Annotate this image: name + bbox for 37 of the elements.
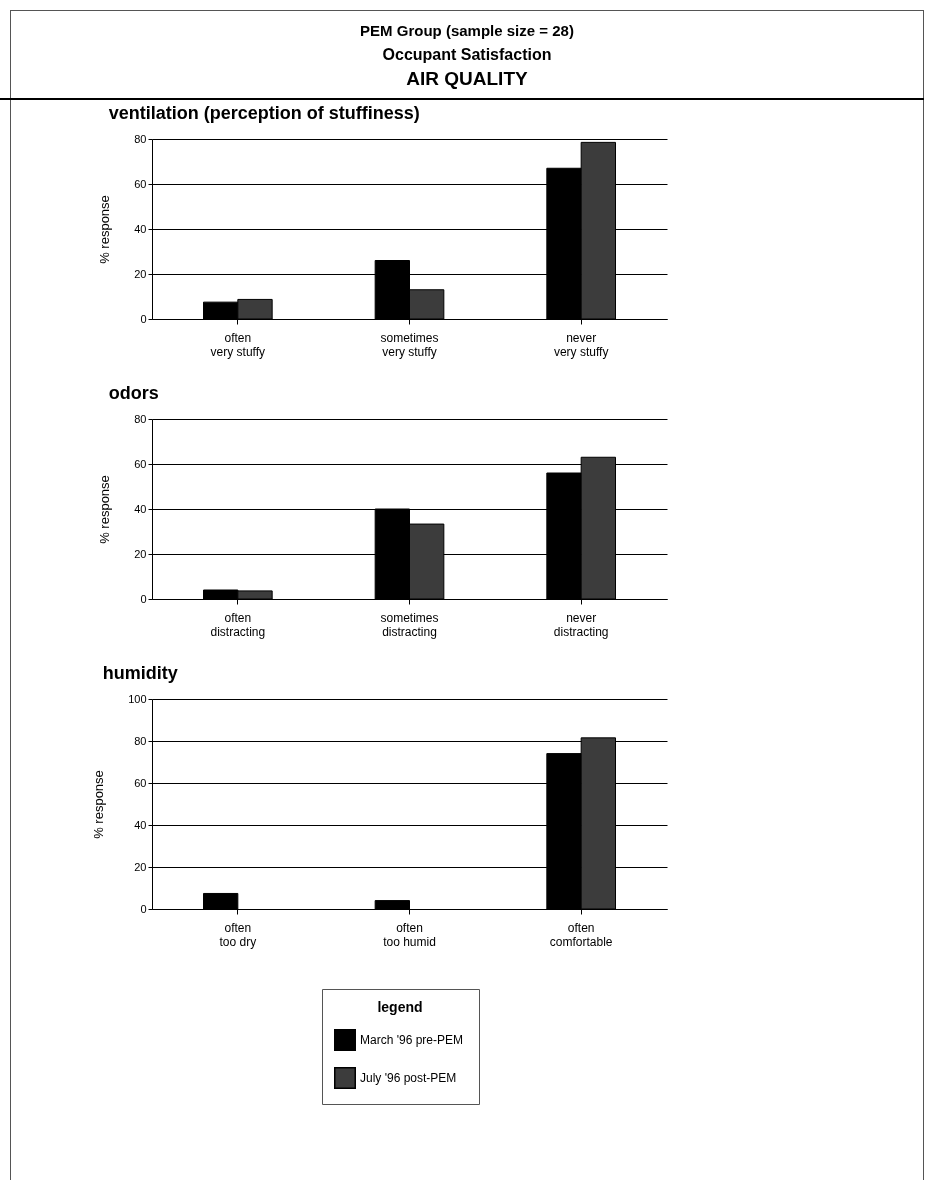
legend-title: legend [377,999,423,1015]
x-tick-label: often too humid [383,920,436,949]
y-tick-label: 80 [134,132,147,145]
y-tick-label: 20 [134,547,147,560]
x-tick-label: never distracting [553,610,609,639]
y-tick-label: 20 [134,267,147,280]
x-tick-label: never very stuffy [553,330,609,359]
chart-title: humidity [102,663,178,683]
x-tick-label: often too dry [219,920,257,949]
y-tick-label: 40 [134,818,147,831]
x-tick-label: often very stuffy [210,330,266,359]
y-axis-title: % response [91,770,107,839]
chart-title: ventilation (perception of stuffiness) [108,103,420,123]
y-tick-label: 60 [134,177,147,190]
y-tick-label: 100 [128,692,147,705]
y-tick-label: 20 [134,860,147,873]
y-tick-label: 40 [134,222,147,235]
legend-label: March '96 pre-PEM [360,1033,463,1047]
x-tick-label: often distracting [210,610,266,639]
text: AIR QUALITY [405,67,529,91]
x-tick-label: often comfortable [549,920,613,949]
y-tick-label: 60 [134,457,147,470]
text: PEM Group (sample size = 28) [359,21,575,41]
y-tick-label: 60 [134,776,147,789]
y-tick-label: 0 [140,902,147,915]
y-axis-title: % response [97,195,113,264]
y-tick-label: 80 [134,734,147,747]
y-tick-label: 0 [140,312,147,325]
text: Occupant Satisfaction [381,45,553,65]
x-tick-label: sometimes very stuffy [380,330,439,359]
y-tick-label: 0 [140,592,147,605]
chart-title: odors [108,383,159,403]
x-tick-label: sometimes distracting [380,610,439,639]
y-tick-label: 80 [134,412,147,425]
y-axis-title: % response [97,475,113,544]
legend-label: July '96 post-PEM [360,1071,457,1085]
y-tick-label: 40 [134,502,147,515]
